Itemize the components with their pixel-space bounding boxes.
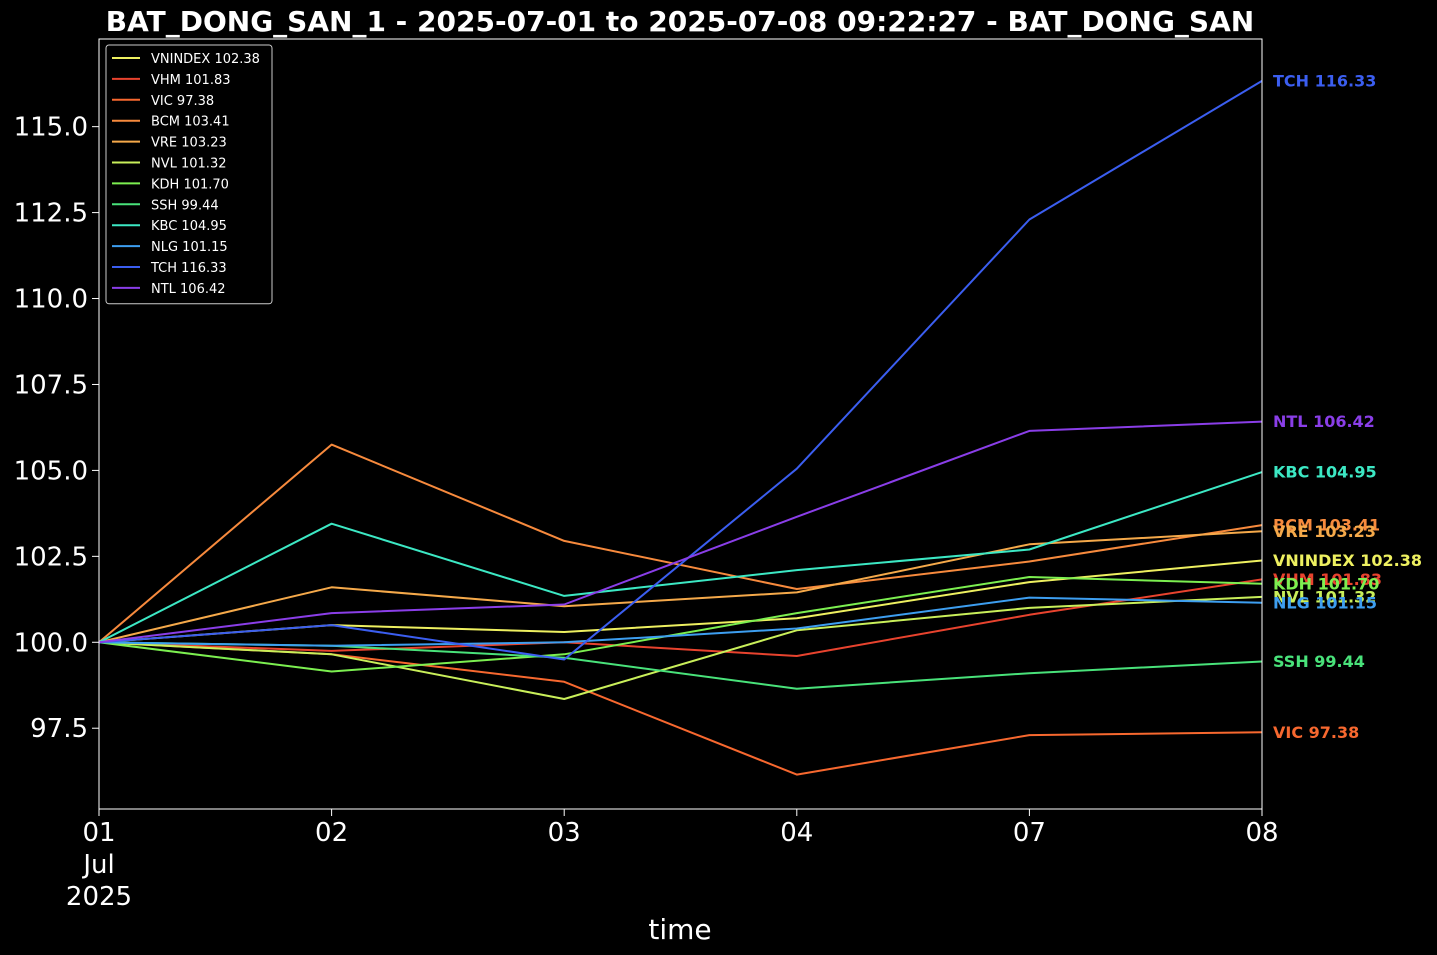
x-tick-label: 08 [1245,818,1278,848]
x-tick-label: 04 [780,818,813,848]
y-tick-label: 100.0 [14,628,88,658]
legend-entry-bcm: BCM 103.41 [151,115,230,130]
legend-frame [105,44,273,305]
series-layer [98,80,1263,776]
series-line-kbc [98,471,1263,644]
legend-entry-vre: VRE 103.23 [151,136,227,151]
y-tick-label: 102.5 [14,542,88,572]
series-line-nlg [98,596,1263,647]
legend-entry-kbc: KBC 104.95 [151,219,227,234]
x-tick-label: 03 [548,818,581,848]
legend-entry-tch: TCH 116.33 [150,261,227,276]
legend: VNINDEX 102.38 VHM 101.83 VIC 97.38 BCM 103… [105,44,273,305]
end-label-ssh: SSH 99.44 [1273,652,1365,671]
y-tick-label: 110.0 [14,285,88,315]
series-line-vhm [98,578,1263,657]
end-label-vhm: VHM 101.83 [1273,570,1382,589]
series-line-kdh [98,576,1263,673]
end-label-bcm: BCM 103.41 [1273,516,1380,535]
y-tick-label: 115.0 [14,113,88,143]
plot-area-frame [98,38,1263,810]
x-tick-sublabel: 2025 [66,882,132,912]
x-tick-sublabel: Jul [81,850,114,880]
series-line-ntl [98,420,1263,644]
end-label-nlg: NLG 101.15 [1273,593,1377,612]
y-tick-label: 97.5 [30,714,88,744]
series-line-nvl [98,595,1263,700]
x-axis-label: time [648,913,711,946]
series-line-tch [98,80,1263,661]
end-label-ntl: NTL 106.42 [1273,412,1375,431]
legend-entry-kdh: KDH 101.70 [151,177,229,192]
legend-entry-ntl: NTL 106.42 [151,282,226,297]
x-tick-label: 07 [1013,818,1046,848]
x-tick-label: 01 [82,818,115,848]
legend-entry-nlg: NLG 101.15 [151,240,228,255]
y-tick-label: 105.0 [14,456,88,486]
legend-entry-vhm: VHM 101.83 [151,73,231,88]
chart-title: BAT_DONG_SAN_1 - 2025-07-01 to 2025-07-0… [106,5,1254,38]
end-label-kbc: KBC 104.95 [1273,463,1377,482]
end-label-vic: VIC 97.38 [1273,723,1359,742]
x-tick-label: 02 [315,818,348,848]
end-label-kdh: KDH 101.70 [1273,574,1379,593]
y-tick-label: 107.5 [14,370,88,400]
series-line-vre [98,530,1263,644]
end-label-tch: TCH 116.33 [1273,71,1376,90]
end-label-vre: VRE 103.23 [1273,522,1376,541]
legend-entry-nvl: NVL 101.32 [151,157,226,172]
y-axis: 97.5 100.0 102.5 105.0 107.5 110.0 112.5 115.0 [14,113,99,744]
legend-entry-vnindex: VNINDEX 102.38 [151,52,260,67]
legend-entry-vic: VIC 97.38 [151,94,214,109]
legend-entry-ssh: SSH 99.44 [151,198,219,213]
y-tick-label: 112.5 [14,199,88,229]
end-label-nvl: NVL 101.32 [1273,587,1376,606]
end-label-vnindex: VNINDEX 102.38 [1273,551,1422,570]
